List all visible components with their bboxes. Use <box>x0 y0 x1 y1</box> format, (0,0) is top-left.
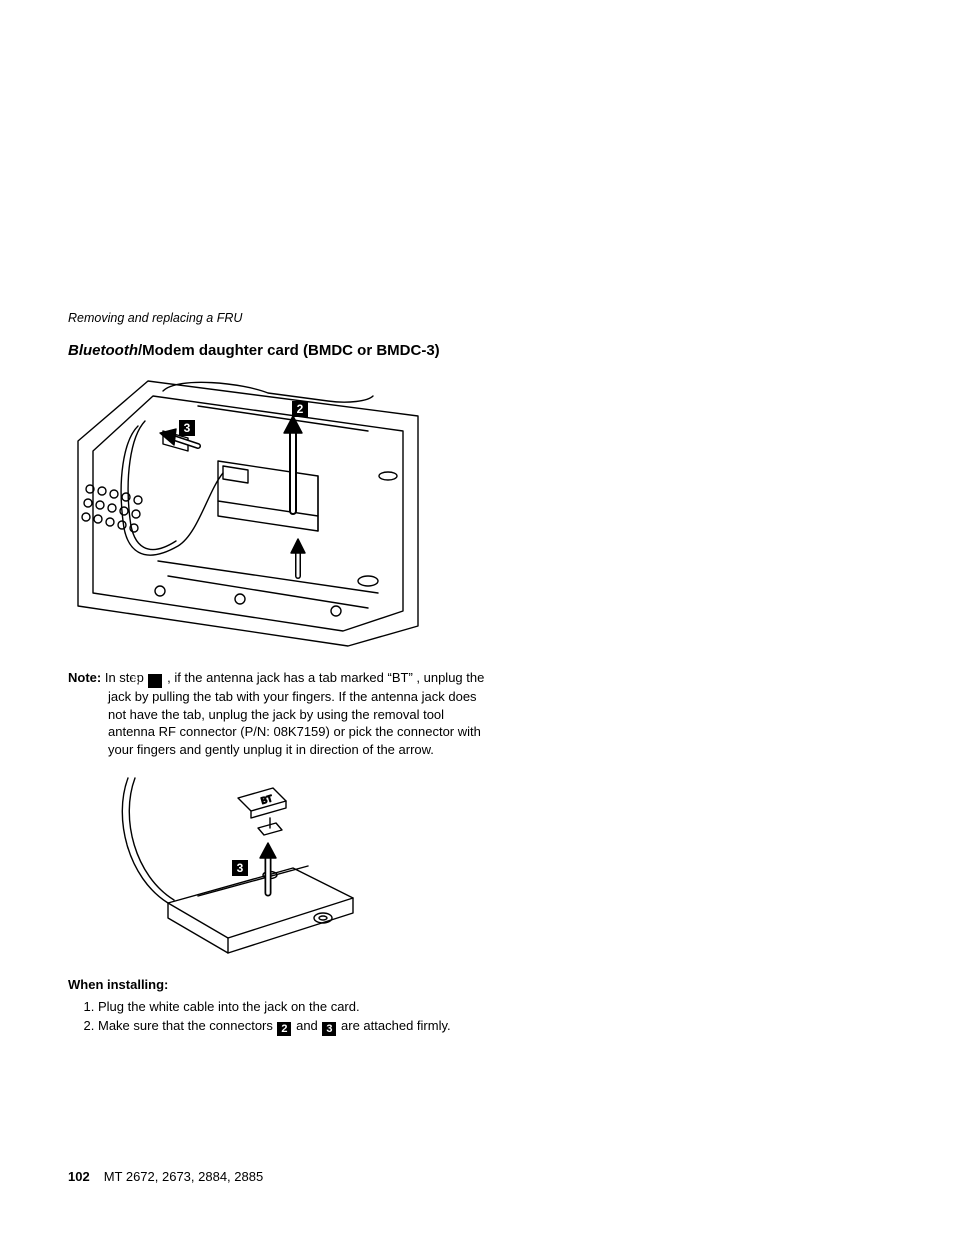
figure2-callout-3: 3 <box>232 860 248 876</box>
figure-1-svg: 2 3 <box>68 371 428 651</box>
page-footer: 102 MT 2672, 2673, 2884, 2885 <box>68 1168 263 1186</box>
footer-text: MT 2672, 2673, 2884, 2885 <box>104 1169 264 1184</box>
inline-callout-3b: 3 <box>322 1022 336 1036</box>
install-item-2-part0: Make sure that the connectors <box>98 1018 276 1033</box>
note-text-2: , if the antenna jack has a tab marked “… <box>108 670 484 757</box>
callout-2: 2 <box>292 401 308 417</box>
install-item-2-part1: and <box>292 1018 321 1033</box>
install-item-1: Plug the white cable into the jack on th… <box>98 998 488 1016</box>
page-number: 102 <box>68 1169 90 1184</box>
install-list: Plug the white cable into the jack on th… <box>68 998 488 1037</box>
figure-1: 2 3 <box>68 371 488 651</box>
callout-3: 3 <box>179 420 195 436</box>
svg-text:2: 2 <box>297 402 304 416</box>
install-heading: When installing: <box>68 976 488 994</box>
figure-2: BT 3 <box>98 768 488 958</box>
page-content: Removing and replacing a FRU Bluetooth/M… <box>68 310 488 1038</box>
svg-text:3: 3 <box>237 861 244 875</box>
title-rest: /Modem daughter card (BMDC or BMDC-3) <box>138 342 440 359</box>
note-label: Note: <box>68 670 101 685</box>
install-item-2: Make sure that the connectors 2 and 3 ar… <box>98 1017 488 1036</box>
section-header: Removing and replacing a FRU <box>68 310 488 327</box>
install-item-2-part2: are attached firmly. <box>337 1018 450 1033</box>
figure-2-svg: BT 3 <box>98 768 378 958</box>
page-title: Bluetooth/Modem daughter card (BMDC or B… <box>68 341 488 361</box>
inline-callout-2: 2 <box>277 1022 291 1036</box>
note-block: Note: In step 3 , if the antenna jack ha… <box>68 669 488 758</box>
svg-text:3: 3 <box>184 421 191 435</box>
note-text-1: In step <box>105 670 148 685</box>
title-emphasis: Bluetooth <box>68 342 138 359</box>
inline-callout-3: 3 <box>148 674 162 688</box>
